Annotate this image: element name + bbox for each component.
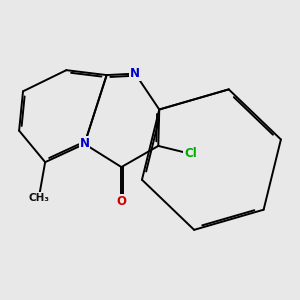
Text: Cl: Cl	[184, 147, 197, 160]
Text: N: N	[130, 67, 140, 80]
Text: O: O	[116, 195, 126, 208]
Text: N: N	[80, 137, 89, 150]
Text: CH₃: CH₃	[28, 193, 49, 203]
